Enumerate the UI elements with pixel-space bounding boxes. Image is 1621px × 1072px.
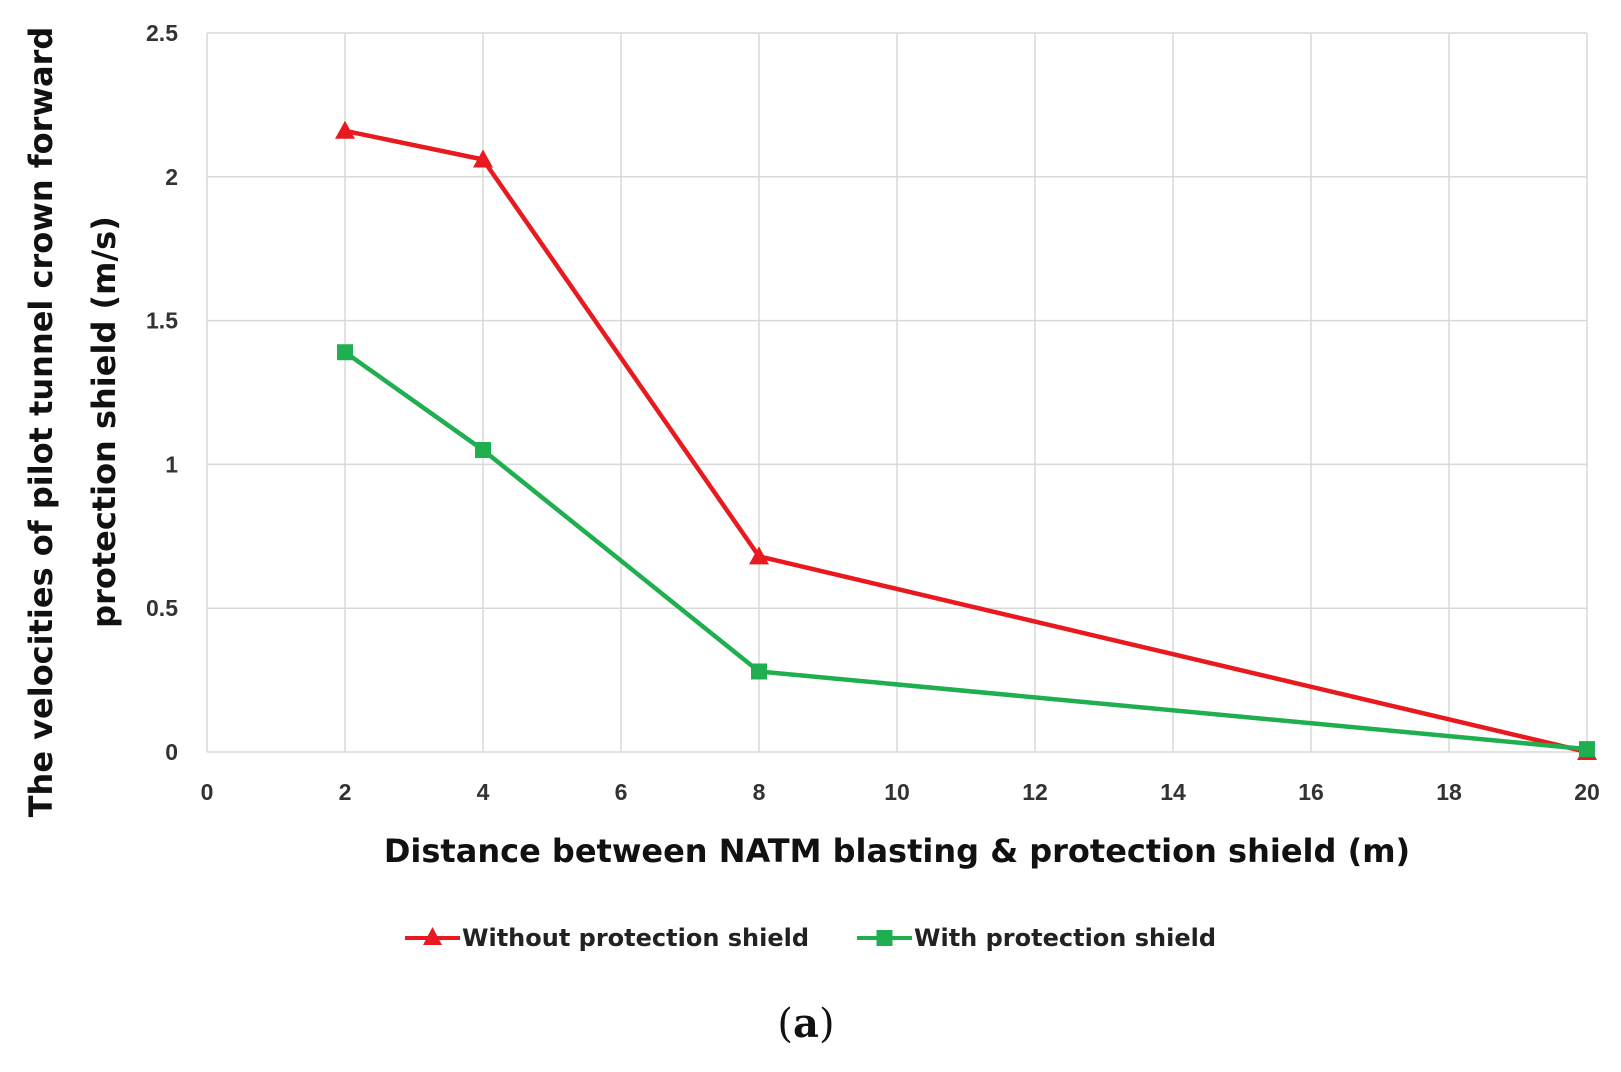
figure-caption: (a) xyxy=(777,1000,834,1047)
y-tick-label: 2.5 xyxy=(146,20,178,46)
y-tick-label: 1 xyxy=(165,451,178,477)
x-tick-label: 4 xyxy=(477,779,490,805)
data-point-triangle xyxy=(473,149,493,168)
data-point-square xyxy=(751,663,767,680)
data-point-square xyxy=(337,344,353,361)
caption-letter: a xyxy=(793,1000,819,1047)
data-point-square xyxy=(475,442,491,459)
legend-item-with-shield: With protection shield xyxy=(857,924,1216,952)
y-grid-lines xyxy=(207,32,1587,753)
data-point-triangle xyxy=(335,120,355,139)
legend-item-without-shield: Without protection shield xyxy=(405,924,809,952)
x-axis-tick-labels: 0 2 4 6 8 10 12 14 16 18 20 xyxy=(201,779,1600,805)
y-axis-title: The velocities of pilot tunnel crown for… xyxy=(22,27,123,818)
series-line xyxy=(344,128,1588,755)
y-tick-label: 0 xyxy=(165,739,178,765)
legend-triangle-marker xyxy=(423,927,442,945)
x-tick-label: 10 xyxy=(884,779,910,805)
x-tick-label: 20 xyxy=(1574,779,1600,805)
x-tick-label: 6 xyxy=(615,779,628,805)
series-layer xyxy=(335,120,1597,760)
caption-close-paren: ) xyxy=(819,1001,835,1047)
y-axis-title-line-2: protection shield (m/s) xyxy=(85,216,123,628)
legend: Without protection shield With protectio… xyxy=(405,924,1216,952)
x-tick-label: 16 xyxy=(1298,779,1324,805)
x-tick-label: 0 xyxy=(201,779,214,805)
caption-open-paren: ( xyxy=(777,1001,793,1047)
y-tick-label: 1.5 xyxy=(146,308,178,334)
y-axis-title-line-1: The velocities of pilot tunnel crown for… xyxy=(22,27,60,818)
data-point-triangle xyxy=(749,546,769,565)
y-tick-label: 0.5 xyxy=(146,595,178,621)
data-point-square xyxy=(1579,741,1595,758)
x-tick-label: 12 xyxy=(1022,779,1048,805)
legend-label-with-shield: With protection shield xyxy=(914,924,1216,952)
x-tick-label: 2 xyxy=(339,779,352,805)
x-tick-label: 8 xyxy=(753,779,766,805)
x-axis-title: Distance between NATM blasting & protect… xyxy=(384,832,1410,870)
legend-square-marker xyxy=(876,930,893,946)
x-tick-label: 18 xyxy=(1436,779,1462,805)
series-with-protection-shield xyxy=(337,344,1595,758)
y-axis-tick-labels: 0 0.5 1 1.5 2 2.5 xyxy=(146,20,178,765)
y-tick-label: 2 xyxy=(165,164,178,190)
x-tick-label: 14 xyxy=(1160,779,1186,805)
series-line xyxy=(343,350,1588,752)
legend-label-without-shield: Without protection shield xyxy=(462,924,809,952)
